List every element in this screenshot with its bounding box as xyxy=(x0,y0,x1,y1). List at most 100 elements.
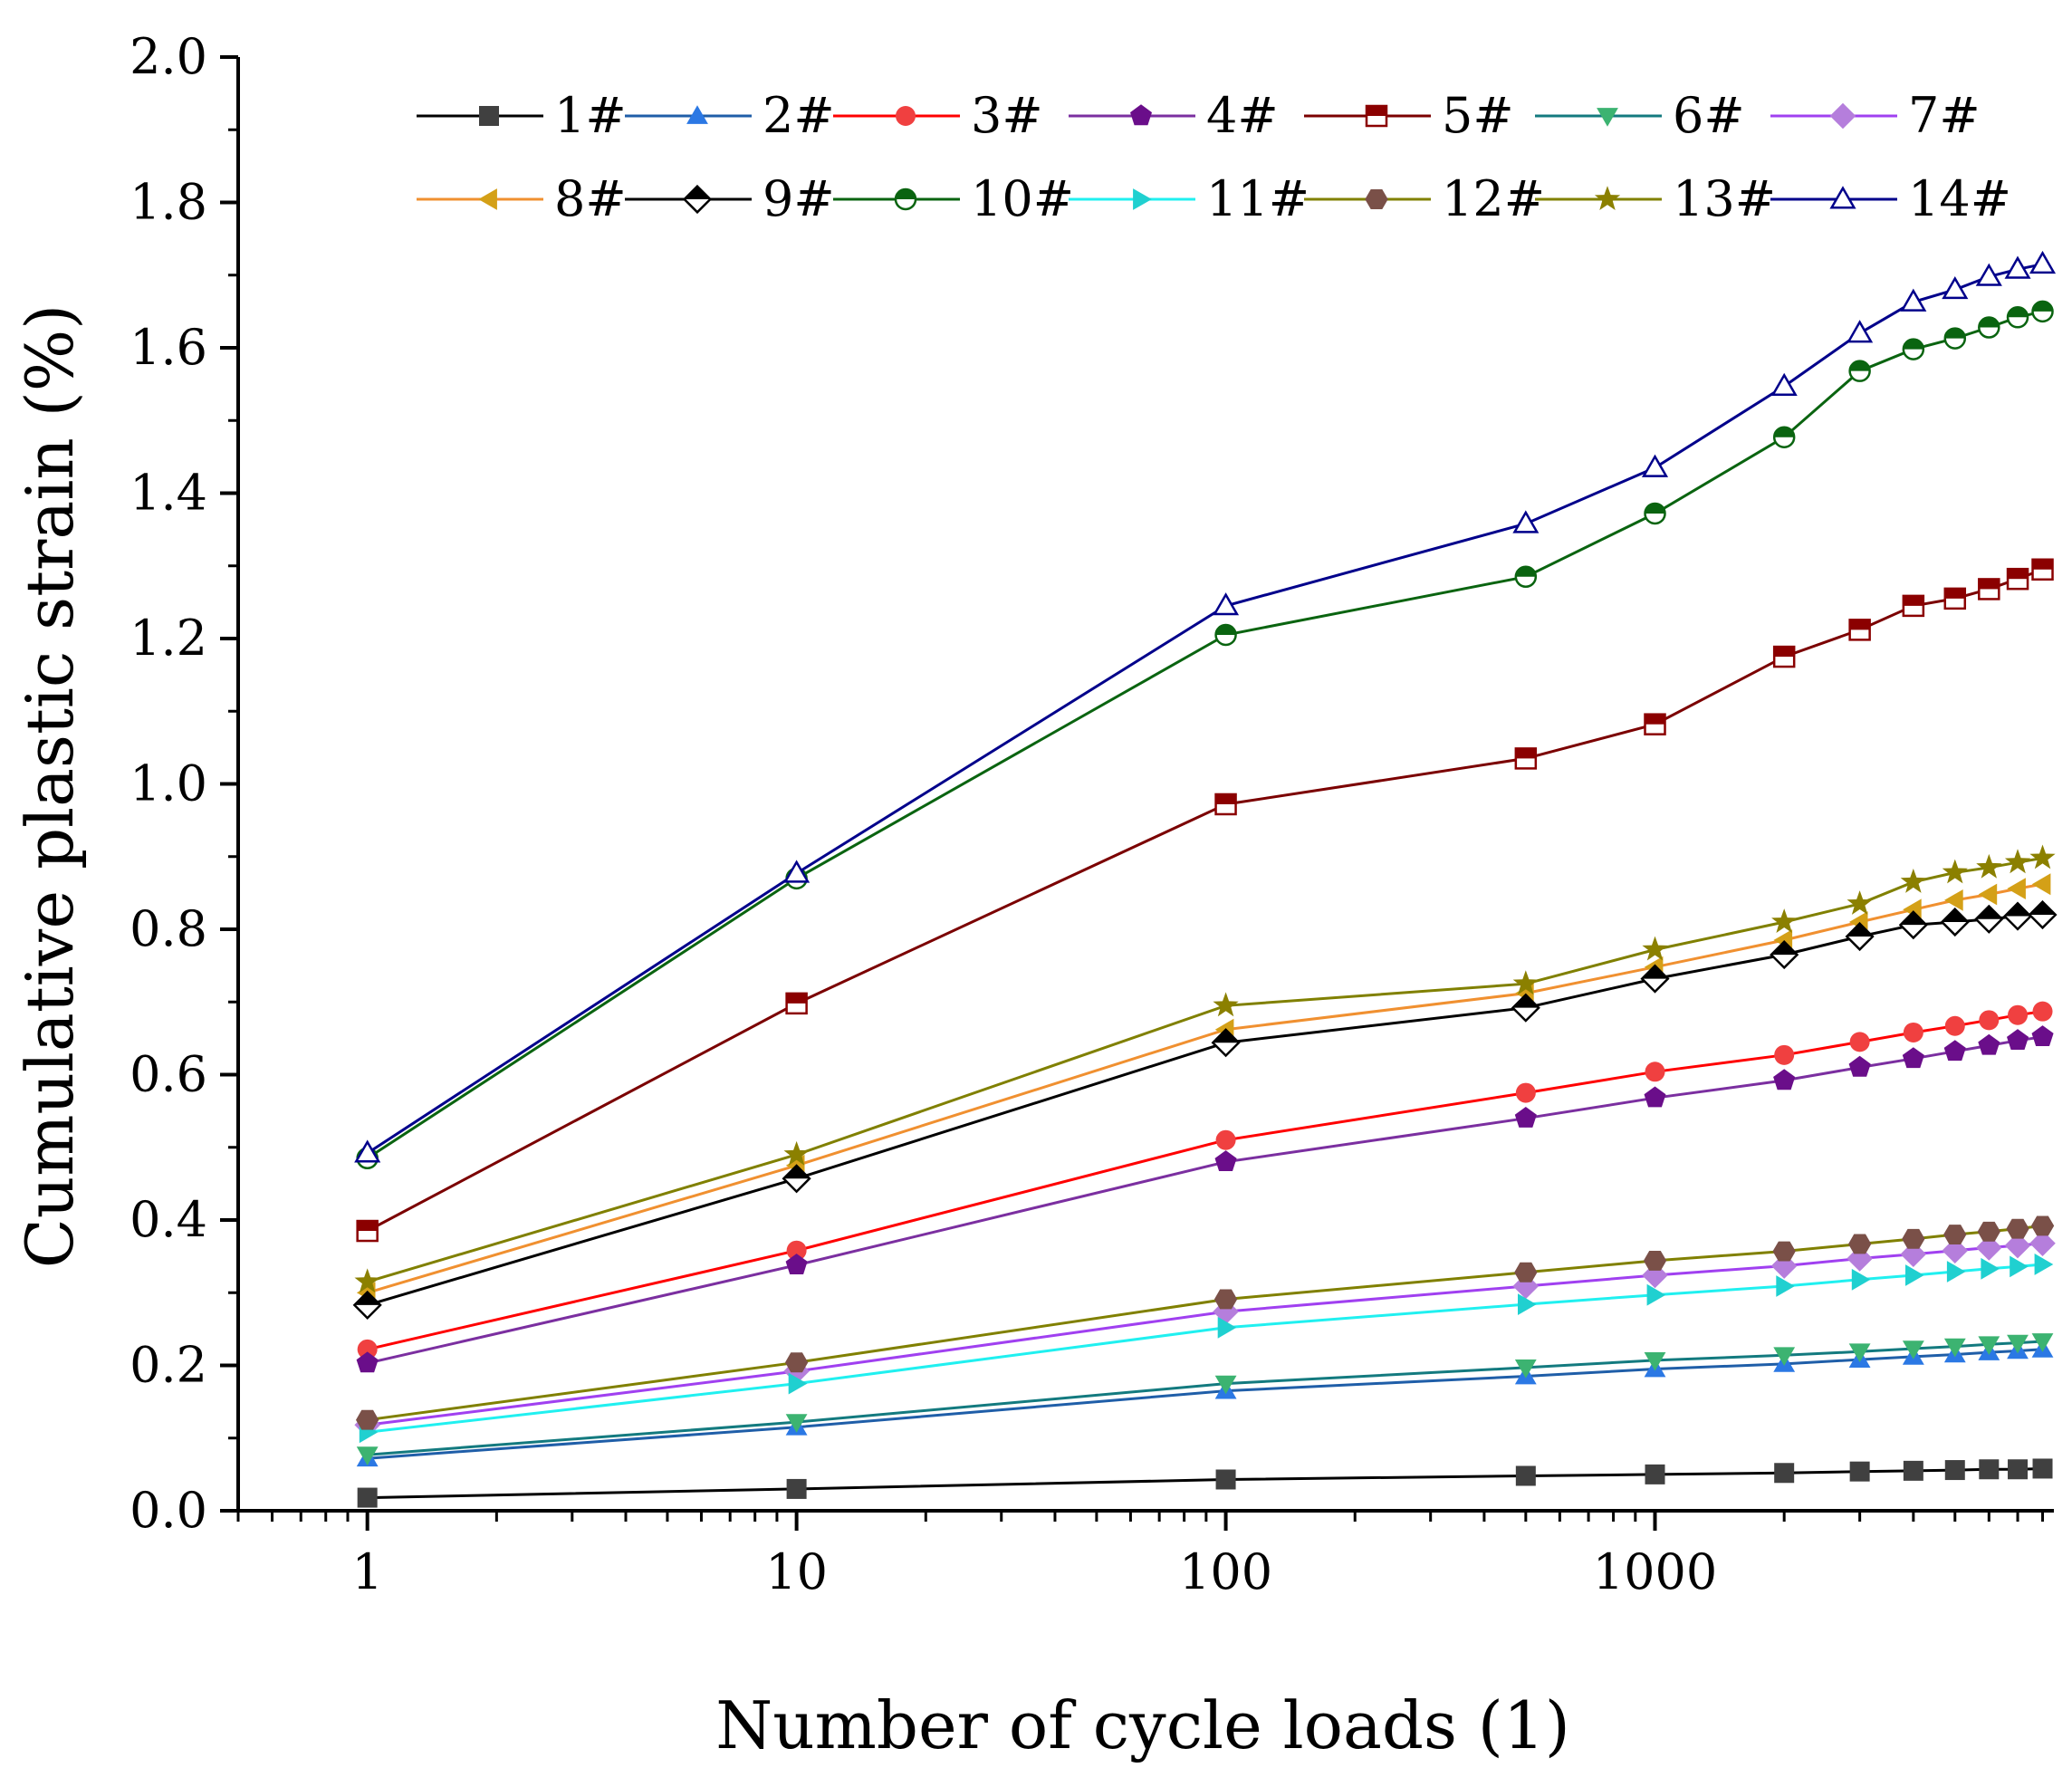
series-point xyxy=(1979,1459,2000,1480)
series-point xyxy=(1977,1221,2000,1242)
series-point-fill xyxy=(1944,328,1965,339)
series-point-shape xyxy=(1902,1228,1925,1249)
legend-marker-fill xyxy=(1367,106,1386,116)
series-point xyxy=(785,1254,808,1274)
legend-label: 14# xyxy=(1908,170,2011,227)
series-point-shape xyxy=(1978,1033,2000,1055)
series-point xyxy=(1645,1464,1665,1484)
series-point-fill xyxy=(1645,714,1665,725)
legend-item: 6# xyxy=(1535,87,1745,144)
series-point xyxy=(1511,993,1540,1023)
series-point xyxy=(1644,1352,1666,1371)
series-point-shape xyxy=(785,1414,808,1433)
series-point xyxy=(1518,1293,1537,1315)
series-point-shape xyxy=(2007,1334,2029,1354)
series-point-fill xyxy=(2029,901,2056,915)
series-point-shape xyxy=(2004,1232,2031,1259)
series-point-shape xyxy=(2007,878,2026,899)
series-point xyxy=(782,1164,811,1194)
series-point-shape xyxy=(788,1372,808,1395)
series-point-shape xyxy=(1215,1129,1236,1150)
legend-marker-shape xyxy=(1829,102,1856,130)
series-point-fill xyxy=(1979,579,2000,590)
series-point xyxy=(356,1409,379,1430)
series-point-shape xyxy=(1213,592,1240,616)
legend-label: 12# xyxy=(1442,170,1545,227)
series-point-fill xyxy=(1849,620,1870,630)
series-point-shape xyxy=(1851,1268,1871,1291)
legend-marker-shape xyxy=(1133,188,1152,210)
series-point-shape xyxy=(1773,1347,1796,1366)
axes-layer: 0.0 0.2 0.4 0.6 0.8 1.0 1.2 1.4 1.6 1.8 2.0 1 10 100 1… xyxy=(130,28,2054,1600)
series-point xyxy=(2032,1458,2053,1479)
series-point-shape xyxy=(1900,288,1927,312)
legend-marker xyxy=(1130,104,1152,126)
series-point xyxy=(1848,360,1871,382)
legend-item: 1# xyxy=(417,87,627,144)
series-point-shape xyxy=(357,1339,378,1359)
legend-item: 12# xyxy=(1304,170,1545,227)
series-point xyxy=(2031,873,2051,896)
series-point-shape xyxy=(1942,859,1968,884)
y-tick-label: 1.2 xyxy=(130,610,207,667)
series-point-shape xyxy=(1946,1261,1966,1283)
legend-label: 13# xyxy=(1673,170,1776,227)
series-point xyxy=(1898,910,1928,940)
series-point xyxy=(1942,1237,1969,1263)
series-point-shape xyxy=(356,1351,379,1373)
series-point-shape xyxy=(1643,1251,1667,1271)
series-point-shape xyxy=(2030,1215,2055,1236)
series-point-fill xyxy=(2008,307,2029,318)
series-point xyxy=(783,860,811,883)
legend-marker-fill xyxy=(684,186,711,199)
series-point xyxy=(1943,1225,1967,1244)
series-point-shape xyxy=(1645,1062,1665,1082)
series-point xyxy=(2034,1254,2054,1275)
series-point xyxy=(1214,623,1237,647)
series-point xyxy=(1976,853,2002,879)
legend-marker-shape xyxy=(1597,108,1618,127)
legend-label: 10# xyxy=(971,170,1074,227)
series-point-fill xyxy=(1774,427,1795,437)
x-tick-label: 1000 xyxy=(1593,1543,1717,1600)
series-point xyxy=(2029,250,2057,274)
series-point xyxy=(1943,1338,1966,1358)
series-point-shape xyxy=(1518,1293,1537,1315)
x-axis-title: Number of cycle loads (1) xyxy=(715,1687,1570,1763)
series-point xyxy=(357,1487,378,1508)
series-point-shape xyxy=(1773,1069,1796,1090)
series-point-shape xyxy=(2029,1230,2056,1256)
series-point xyxy=(786,1240,807,1261)
legend-marker xyxy=(1365,104,1388,128)
series-point-shape xyxy=(2029,844,2056,869)
series-point xyxy=(2029,844,2056,869)
series-point xyxy=(1900,869,1926,893)
series-point xyxy=(1644,713,1666,735)
series-point-shape xyxy=(1217,1316,1237,1339)
series-point-shape xyxy=(2029,250,2057,274)
series-point-shape xyxy=(1900,869,1926,893)
series-point-shape xyxy=(785,1254,808,1274)
legend-marker xyxy=(1597,108,1618,127)
series-layer xyxy=(352,250,2058,1508)
series-point xyxy=(1512,510,1540,533)
y-tick-label: 2.0 xyxy=(130,28,207,85)
series-point xyxy=(2004,255,2031,279)
y-tick-label: 0.4 xyxy=(130,1191,207,1248)
legend-marker-shape xyxy=(478,188,497,210)
series-line xyxy=(367,1340,2043,1456)
series-12 xyxy=(356,1215,2055,1430)
series-point xyxy=(1514,1359,1537,1379)
legend-label: 2# xyxy=(763,87,835,144)
legend-marker-shape xyxy=(479,106,499,126)
series-point-shape xyxy=(1976,1235,2002,1261)
series-point-shape xyxy=(1646,1283,1666,1306)
legend-item: 9# xyxy=(625,170,835,227)
series-8 xyxy=(356,873,2051,1304)
series-point-shape xyxy=(1978,883,1998,906)
series-point-shape xyxy=(1978,1336,2000,1355)
series-point xyxy=(1211,1028,1241,1058)
series-point xyxy=(356,1446,379,1465)
